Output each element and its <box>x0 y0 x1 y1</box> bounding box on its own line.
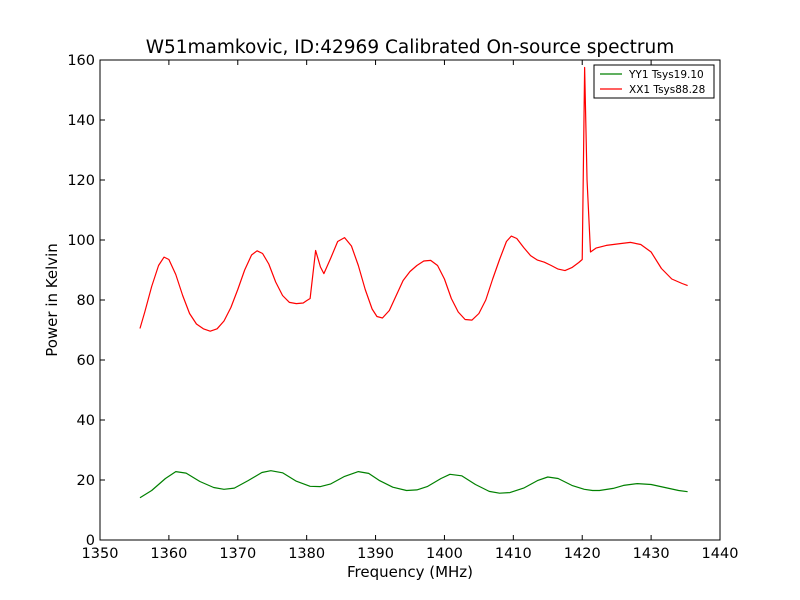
x-tick-label: 1440 <box>702 546 739 562</box>
x-tick-label: 1430 <box>633 546 670 562</box>
x-tick-label: 1410 <box>495 546 532 562</box>
series-line-1 <box>139 66 688 332</box>
chart-title: W51mamkovic, ID:42969 Calibrated On-sour… <box>146 37 675 58</box>
legend: YY1 Tsys19.10 XX1 Tsys88.28 <box>593 64 715 99</box>
y-tick-label: 0 <box>86 533 95 549</box>
x-axis-label: Frequency (MHz) <box>347 563 473 581</box>
x-tick-label: 1400 <box>426 546 463 562</box>
legend-label-series-1: XX1 Tsys88.28 <box>629 84 705 96</box>
x-tick-label: 1360 <box>150 546 187 562</box>
legend-label-series-0: YY1 Tsys19.10 <box>628 69 704 81</box>
y-tick-label: 60 <box>77 353 95 369</box>
y-tick-label: 140 <box>67 113 95 129</box>
series-line-0 <box>139 470 688 499</box>
y-tick-label: 20 <box>77 473 95 489</box>
plot-area <box>100 60 720 540</box>
x-tick-label: 1420 <box>564 546 601 562</box>
x-tick-label: 1370 <box>219 546 256 562</box>
legend-box <box>593 64 715 99</box>
y-tick-label: 40 <box>77 413 95 429</box>
y-tick-label: 160 <box>67 53 95 69</box>
x-tick-label: 1380 <box>288 546 325 562</box>
y-tick-label: 100 <box>67 233 95 249</box>
x-tick-label: 1350 <box>82 546 119 562</box>
series-layer <box>139 66 688 499</box>
y-tick-label: 80 <box>77 293 95 309</box>
ticks-layer: 1350 1360 1370 1380 1390 1400 1410 1420 1430 1440… <box>67 53 738 562</box>
plot-frame <box>99 59 721 541</box>
y-tick-label: 120 <box>67 173 95 189</box>
y-axis-label: Power in Kelvin <box>43 243 61 357</box>
x-tick-label: 1390 <box>357 546 394 562</box>
